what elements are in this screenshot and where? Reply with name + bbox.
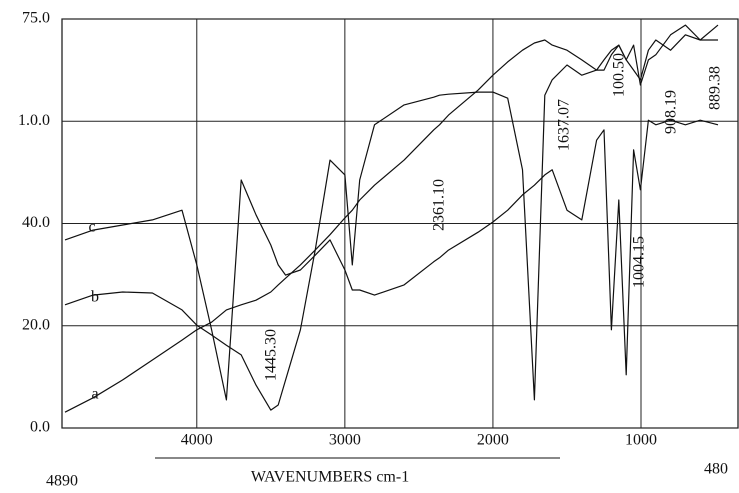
x-tick-label: 4000: [181, 432, 213, 449]
y-tick-label: 40.0: [22, 214, 50, 231]
y-tick-label: 1.0.0: [18, 112, 50, 129]
peak-annotation: 1445.30: [263, 329, 280, 381]
x-axis-label: WAVENUMBERS cm-1: [251, 469, 409, 486]
x-tick-label: 2000: [477, 432, 509, 449]
y-tick-label: 75.0: [22, 10, 50, 27]
spectrum-line: [64, 24, 719, 413]
spectrum-line: [64, 34, 718, 411]
peak-annotation: 100.50: [611, 53, 628, 97]
peak-annotation: 2361.10: [431, 179, 448, 231]
x-limit-label: 480: [704, 461, 728, 478]
curve-label: a: [91, 386, 98, 403]
x-limit-label: 4890: [46, 473, 78, 490]
curve-label: c: [88, 219, 95, 236]
x-tick-label: 1000: [625, 432, 657, 449]
peak-annotation: 908.19: [663, 90, 680, 134]
peak-annotation: 889.38: [707, 66, 724, 110]
y-tick-label: 20.0: [22, 316, 50, 333]
y-tick-label: 0.0: [30, 419, 50, 436]
spectrum-line: [64, 119, 719, 401]
curve-label: b: [91, 289, 99, 306]
peak-annotation: 1637.07: [556, 99, 573, 151]
peak-annotation: 1004.15: [631, 236, 648, 288]
x-tick-label: 3000: [329, 432, 361, 449]
